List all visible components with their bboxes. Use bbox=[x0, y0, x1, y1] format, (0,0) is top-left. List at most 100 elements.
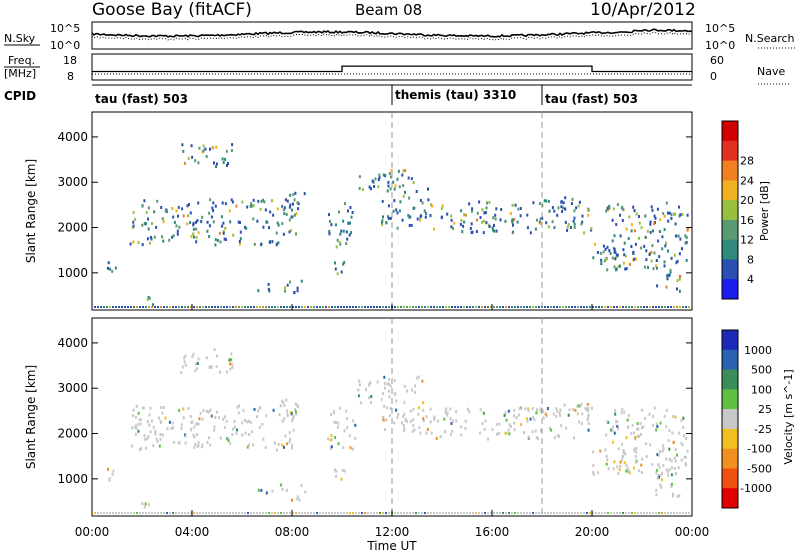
scatter-cell bbox=[385, 512, 387, 514]
colorbar-swatch bbox=[722, 160, 738, 181]
scatter-cell bbox=[621, 442, 624, 446]
scatter-cell bbox=[638, 221, 641, 225]
scatter-cell bbox=[192, 227, 195, 231]
scatter-cell bbox=[586, 418, 589, 422]
scatter-cell bbox=[148, 503, 151, 507]
scatter-cell bbox=[289, 306, 291, 308]
scatter-cell bbox=[159, 419, 162, 423]
scatter-cell bbox=[208, 512, 210, 514]
colorbar-swatch bbox=[722, 428, 738, 450]
scatter-cell bbox=[147, 296, 150, 299]
x-tick-label: 00:00 bbox=[75, 525, 110, 539]
scatter-cell bbox=[393, 421, 396, 425]
scatter-cell bbox=[189, 415, 192, 418]
scatter-cell bbox=[659, 421, 662, 425]
scatter-cell bbox=[652, 267, 655, 271]
scatter-cell bbox=[652, 306, 654, 308]
scatter-cell bbox=[625, 267, 628, 271]
scatter-cell bbox=[262, 512, 264, 514]
scatter-cell bbox=[495, 207, 498, 211]
scatter-cell bbox=[442, 512, 444, 514]
scatter-cell bbox=[635, 450, 638, 454]
scatter-cell bbox=[586, 512, 588, 514]
scatter-cell bbox=[408, 196, 411, 200]
scatter-cell bbox=[511, 230, 514, 234]
scatter-cell bbox=[403, 427, 406, 431]
scatter-cell bbox=[226, 512, 228, 514]
scatter-cell bbox=[135, 404, 138, 408]
scatter-cell bbox=[548, 426, 551, 430]
scatter-cell bbox=[225, 419, 228, 423]
scatter-cell bbox=[633, 431, 635, 435]
scatter-cell bbox=[393, 199, 396, 203]
scatter-cell bbox=[281, 204, 284, 208]
scatter-cell bbox=[352, 419, 355, 423]
scatter-cell bbox=[481, 306, 483, 308]
scatter-cell bbox=[656, 284, 659, 288]
scatter-cell bbox=[644, 417, 647, 420]
scatter-cell bbox=[513, 408, 516, 412]
scatter-cell bbox=[387, 383, 390, 386]
scatter-cell bbox=[610, 512, 612, 514]
scatter-cell bbox=[333, 420, 336, 424]
scatter-cell bbox=[283, 212, 286, 216]
scatter-cell bbox=[630, 229, 633, 233]
scatter-cell bbox=[291, 498, 293, 502]
scatter-cell bbox=[569, 226, 572, 229]
scatter-cell bbox=[214, 416, 217, 419]
scatter-cell bbox=[106, 306, 108, 308]
scatter-cell bbox=[685, 259, 688, 262]
scatter-cell bbox=[657, 474, 660, 477]
scatter-cell bbox=[115, 512, 117, 514]
scatter-cell bbox=[381, 223, 384, 227]
scatter-cell bbox=[423, 209, 426, 213]
scatter-cell bbox=[310, 512, 312, 514]
scatter-cell bbox=[587, 415, 590, 419]
scatter-cell bbox=[607, 467, 610, 471]
scatter-cell bbox=[281, 222, 284, 225]
scatter-cell bbox=[187, 214, 190, 218]
scatter-cell bbox=[619, 306, 621, 308]
scatter-cell bbox=[381, 199, 384, 203]
scatter-cell bbox=[233, 419, 236, 423]
scatter-cell bbox=[223, 512, 225, 514]
scatter-cell bbox=[409, 512, 411, 514]
scatter-cell bbox=[147, 227, 150, 231]
scatter-cell bbox=[676, 287, 678, 291]
scatter-cell bbox=[427, 306, 429, 308]
scatter-cell bbox=[426, 427, 429, 431]
scatter-cell bbox=[464, 426, 467, 430]
scatter-cell bbox=[513, 218, 516, 221]
scatter-cell bbox=[223, 306, 225, 308]
scatter-cell bbox=[682, 416, 685, 420]
scatter-cell bbox=[553, 209, 556, 213]
scatter-cell bbox=[409, 306, 411, 308]
scatter-cell bbox=[133, 512, 135, 514]
frequency-line bbox=[92, 65, 692, 73]
scatter-cell bbox=[445, 306, 447, 308]
scatter-cell bbox=[670, 306, 672, 308]
scatter-cell bbox=[670, 485, 673, 489]
scatter-cell bbox=[657, 239, 660, 243]
scatter-cell bbox=[387, 184, 390, 188]
noise-tick-top-left: 10^5 bbox=[50, 22, 80, 35]
scatter-cell bbox=[557, 206, 560, 210]
scatter-cell bbox=[649, 512, 651, 514]
scatter-cell bbox=[265, 512, 267, 514]
scatter-cell bbox=[244, 431, 247, 435]
scatter-cell bbox=[492, 216, 495, 220]
scatter-cell bbox=[529, 306, 531, 308]
scatter-cell bbox=[261, 198, 264, 202]
scatter-cell bbox=[536, 408, 539, 412]
scatter-cell bbox=[475, 230, 478, 233]
scatter-cell bbox=[466, 512, 468, 514]
scatter-cell bbox=[491, 226, 494, 230]
scatter-cell bbox=[143, 199, 146, 203]
scatter-cell bbox=[627, 237, 630, 240]
scatter-cell bbox=[650, 259, 653, 263]
colorbar-tick-label: 20 bbox=[740, 194, 754, 207]
scatter-cell bbox=[197, 441, 200, 444]
scatter-cell bbox=[182, 407, 185, 411]
scatter-cell bbox=[313, 306, 315, 308]
